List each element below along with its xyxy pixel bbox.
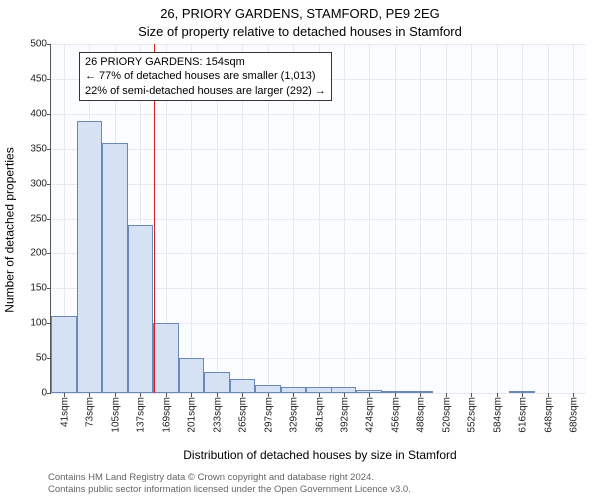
chart-subtitle: Size of property relative to detached ho… bbox=[0, 24, 600, 39]
xtick-label: 648sqm bbox=[541, 393, 554, 433]
xtick-label: 201sqm bbox=[185, 393, 198, 433]
xtick-label: 297sqm bbox=[261, 393, 274, 433]
histogram-bar bbox=[102, 143, 128, 393]
histogram-bar bbox=[255, 385, 281, 393]
xtick-label: 265sqm bbox=[236, 393, 249, 433]
histogram-bar bbox=[153, 323, 179, 393]
xtick-label: 488sqm bbox=[414, 393, 427, 433]
annotation-line-1: 26 PRIORY GARDENS: 154sqm bbox=[85, 55, 326, 69]
footer-line-1: Contains HM Land Registry data © Crown c… bbox=[48, 472, 590, 484]
xtick-label: 137sqm bbox=[134, 393, 147, 433]
xtick-label: 680sqm bbox=[567, 393, 580, 433]
histogram-bar bbox=[331, 387, 357, 393]
footer-attribution: Contains HM Land Registry data © Crown c… bbox=[48, 472, 590, 496]
plot-area: 05010015020025030035040045050041sqm73sqm… bbox=[50, 44, 586, 394]
xtick-label: 424sqm bbox=[363, 393, 376, 433]
ytick-label: 0 bbox=[41, 388, 51, 399]
ytick-label: 250 bbox=[30, 213, 51, 224]
xtick-label: 361sqm bbox=[312, 393, 325, 433]
chart-title-address: 26, PRIORY GARDENS, STAMFORD, PE9 2EG bbox=[0, 6, 600, 21]
histogram-bar bbox=[51, 316, 77, 393]
xtick-label: 584sqm bbox=[490, 393, 503, 433]
gridline-v bbox=[497, 44, 498, 393]
histogram-bar bbox=[281, 387, 307, 393]
xtick-label: 520sqm bbox=[439, 393, 452, 433]
ytick-label: 50 bbox=[36, 353, 51, 364]
histogram-bar bbox=[179, 358, 205, 393]
xtick-label: 552sqm bbox=[465, 393, 478, 433]
gridline-v bbox=[420, 44, 421, 393]
gridline-v bbox=[369, 44, 370, 393]
histogram-bar bbox=[509, 391, 535, 393]
histogram-bar bbox=[204, 372, 230, 393]
xtick-label: 392sqm bbox=[337, 393, 350, 433]
gridline-v bbox=[573, 44, 574, 393]
y-axis-label: Number of detached properties bbox=[2, 50, 18, 410]
gridline-v bbox=[522, 44, 523, 393]
xtick-label: 105sqm bbox=[108, 393, 121, 433]
xtick-label: 329sqm bbox=[287, 393, 300, 433]
xtick-label: 73sqm bbox=[83, 393, 96, 427]
ytick-label: 500 bbox=[30, 39, 51, 50]
annotation-box: 26 PRIORY GARDENS: 154sqm ← 77% of detac… bbox=[79, 52, 332, 101]
gridline-v bbox=[344, 44, 345, 393]
x-axis-label: Distribution of detached houses by size … bbox=[50, 448, 590, 462]
ytick-label: 200 bbox=[30, 248, 51, 259]
annotation-line-2: ← 77% of detached houses are smaller (1,… bbox=[85, 69, 326, 83]
footer-line-2: Contains public sector information licen… bbox=[48, 484, 590, 496]
histogram-bar bbox=[128, 225, 154, 393]
histogram-bar bbox=[382, 391, 408, 393]
xtick-label: 41sqm bbox=[57, 393, 70, 427]
gridline-v bbox=[446, 44, 447, 393]
histogram-bar bbox=[77, 121, 103, 393]
histogram-bar bbox=[356, 390, 382, 393]
histogram-bar bbox=[407, 391, 433, 393]
annotation-line-3: 22% of semi-detached houses are larger (… bbox=[85, 84, 326, 98]
histogram-bar bbox=[230, 379, 256, 393]
ytick-label: 150 bbox=[30, 283, 51, 294]
xtick-label: 616sqm bbox=[516, 393, 529, 433]
ytick-label: 100 bbox=[30, 318, 51, 329]
gridline-v bbox=[548, 44, 549, 393]
ytick-label: 400 bbox=[30, 108, 51, 119]
histogram-bar bbox=[306, 387, 332, 393]
ytick-label: 350 bbox=[30, 143, 51, 154]
gridline-v bbox=[471, 44, 472, 393]
ytick-label: 450 bbox=[30, 73, 51, 84]
xtick-label: 233sqm bbox=[210, 393, 223, 433]
xtick-label: 456sqm bbox=[388, 393, 401, 433]
xtick-label: 169sqm bbox=[159, 393, 172, 433]
chart-container: { "title1": { "text": "26, PRIORY GARDEN… bbox=[0, 0, 600, 500]
gridline-v bbox=[395, 44, 396, 393]
ytick-label: 300 bbox=[30, 178, 51, 189]
